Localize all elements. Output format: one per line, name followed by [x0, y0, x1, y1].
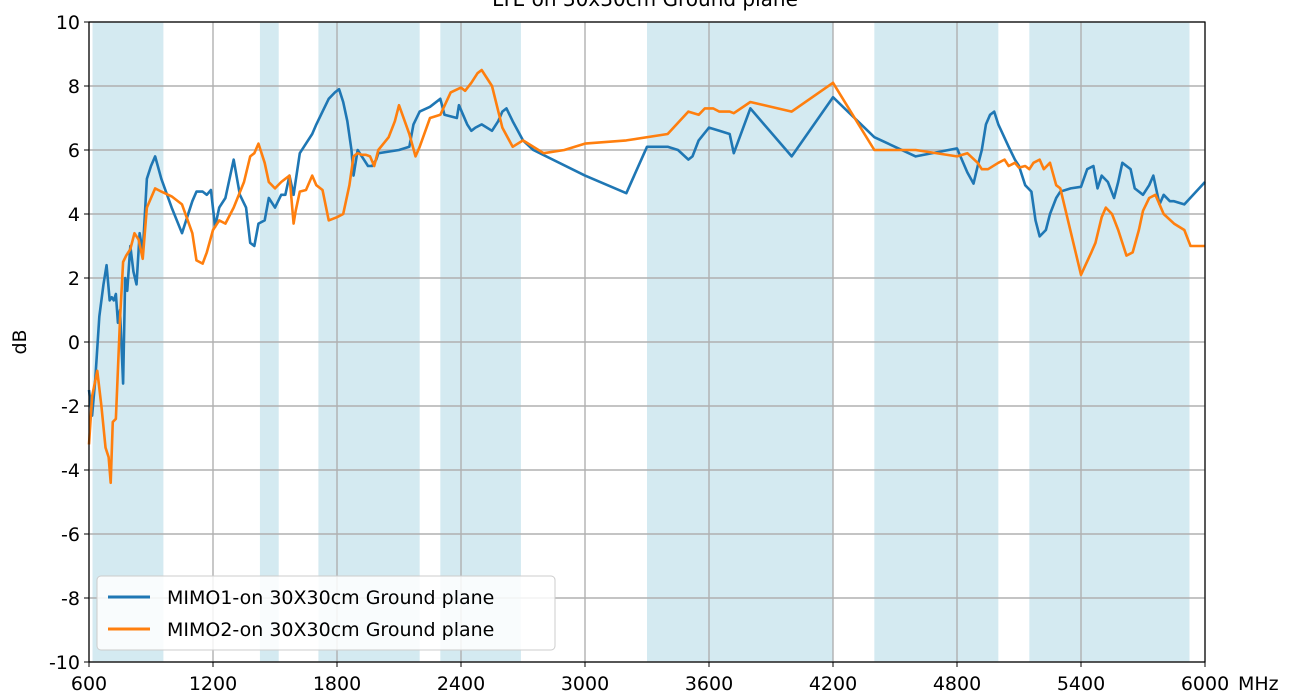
x-tick-label: 2400: [437, 673, 485, 695]
x-axis-ticks: 600 1200 1800 2400 3000 3600 4200 4800 5400 6000: [71, 662, 1229, 695]
y-tick-label: 8: [68, 76, 80, 98]
y-tick-label: 6: [68, 140, 80, 162]
x-axis-unit: MHz: [1238, 673, 1279, 695]
legend-label-mimo1: MIMO1-on 30X30cm Ground plane: [167, 587, 494, 609]
y-tick-label: -8: [61, 588, 80, 610]
x-tick-label: 4800: [933, 673, 981, 695]
y-tick-label: 4: [68, 204, 80, 226]
x-tick-label: 600: [71, 673, 107, 695]
legend-box: [96, 575, 556, 651]
y-tick-label: 0: [68, 332, 80, 354]
series-line-2: [87, 68, 1205, 485]
data-series: [87, 68, 1206, 485]
y-axis-label: dB: [9, 329, 31, 354]
chart-title: LTE on 30x30cm Ground plane: [492, 0, 798, 11]
series-line-1: [87, 87, 1206, 417]
y-tick-label: -4: [61, 460, 80, 482]
x-tick-label: 3600: [685, 673, 733, 695]
y-tick-label: -10: [49, 652, 80, 674]
y-tick-label: -2: [61, 396, 80, 418]
x-tick-label: 1800: [313, 673, 361, 695]
x-tick-label: 5400: [1057, 673, 1105, 695]
x-tick-label: 1200: [189, 673, 237, 695]
x-tick-label: 4200: [809, 673, 857, 695]
y-tick-label: 2: [68, 268, 80, 290]
y-tick-label: -6: [61, 524, 80, 546]
y-axis-ticks: -10 -8 -6 -4 -2 0 2 4 6 8 10: [49, 12, 89, 674]
x-tick-label: 3000: [561, 673, 609, 695]
legend-label-mimo2: MIMO2-on 30X30cm Ground plane: [167, 619, 494, 641]
legend: MIMO1-on 30X30cm Ground plane MIMO2-on 3…: [96, 575, 556, 651]
x-tick-label: 6000: [1181, 673, 1229, 695]
y-tick-label: 10: [56, 12, 80, 34]
